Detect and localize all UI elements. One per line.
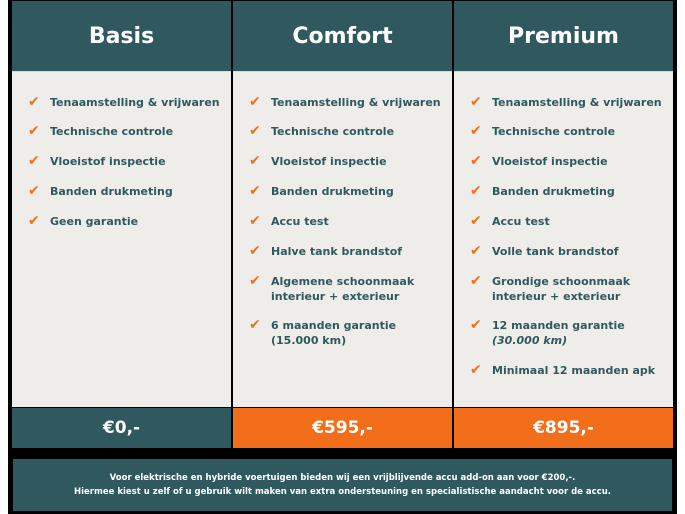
- feature-item: ✔ Geen garantie: [28, 214, 138, 229]
- check-icon: ✔: [470, 243, 482, 259]
- feature-text: Vloeistof inspectie: [50, 155, 166, 168]
- plan-premium: Premium ✔ Tenaamstelling & vrijwaren ✔ Techn…: [454, 1, 673, 448]
- feature-item: ✔ Technische controle: [249, 124, 394, 139]
- feature-text: Technische controle: [271, 125, 395, 138]
- feature-text: Tenaamstelling & vrijwaren: [492, 96, 662, 109]
- check-icon: ✔: [470, 183, 482, 199]
- check-icon: ✔: [470, 317, 482, 333]
- plan-title: Premium: [454, 1, 673, 71]
- feature-subtext: (30.000 km): [492, 334, 568, 347]
- check-icon: ✔: [249, 153, 261, 169]
- feature-item: ✔ Accu test: [249, 214, 329, 229]
- feature-item: ✔ Vloeistof inspectie: [249, 154, 387, 169]
- check-icon: ✔: [249, 183, 261, 199]
- footer-line-1: Voor elektrische en hybride voertuigen b…: [109, 473, 576, 483]
- feature-text: Banden drukmeting: [492, 185, 615, 198]
- feature-text: Vloeistof inspectie: [271, 155, 387, 168]
- feature-item: ✔ Grondige schoonmaak interieur + exterieu…: [470, 274, 630, 304]
- feature-subtext: interieur + exterieur: [492, 290, 621, 303]
- feature-text: Vloeistof inspectie: [492, 155, 608, 168]
- feature-item: ✔ Banden drukmeting: [28, 184, 173, 199]
- check-icon: ✔: [28, 123, 40, 139]
- check-icon: ✔: [28, 153, 40, 169]
- feature-list: ✔ Tenaamstelling & vrijwaren ✔ Technische c…: [454, 71, 673, 407]
- plan-basis: Basis ✔ Tenaamstelling & vrijwaren ✔ Technis…: [12, 1, 231, 448]
- feature-item: ✔ Vloeistof inspectie: [470, 154, 608, 169]
- feature-item: ✔ Accu test: [470, 214, 550, 229]
- feature-text: 6 maanden garantie: [271, 319, 397, 332]
- feature-text: Grondige schoonmaak: [492, 275, 631, 288]
- check-icon: ✔: [249, 213, 261, 229]
- feature-list: ✔ Tenaamstelling & vrijwaren ✔ Technische c…: [12, 71, 231, 407]
- check-icon: ✔: [470, 123, 482, 139]
- check-icon: ✔: [249, 94, 261, 110]
- feature-text: Algemene schoonmaak: [271, 275, 415, 288]
- feature-text: Minimaal 12 maanden apk: [492, 364, 656, 377]
- plan-price: €595,-: [233, 408, 452, 448]
- check-icon: ✔: [249, 317, 261, 333]
- check-icon: ✔: [249, 243, 261, 259]
- feature-item: ✔ Banden drukmeting: [249, 184, 394, 199]
- feature-text: Banden drukmeting: [50, 185, 173, 198]
- feature-text: Technische controle: [492, 125, 616, 138]
- feature-item: ✔ Vloeistof inspectie: [28, 154, 166, 169]
- check-icon: ✔: [470, 213, 482, 229]
- check-icon: ✔: [470, 94, 482, 110]
- feature-text: Tenaamstelling & vrijwaren: [271, 96, 441, 109]
- feature-item: ✔ Tenaamstelling & vrijwaren: [28, 95, 220, 110]
- feature-item: ✔ Tenaamstelling & vrijwaren: [470, 95, 662, 110]
- feature-text: Accu test: [271, 215, 329, 228]
- check-icon: ✔: [470, 273, 482, 289]
- feature-text: Accu test: [492, 215, 550, 228]
- feature-item: ✔ Banden drukmeting: [470, 184, 615, 199]
- feature-text: Geen garantie: [50, 215, 139, 228]
- feature-item: ✔ Technische controle: [470, 124, 615, 139]
- plan-price: €0,-: [12, 408, 231, 448]
- footer-note: Voor elektrische en hybride voertuigen b…: [13, 459, 672, 511]
- footer-line-2: Hiermee kiest u zelf of u gebruik wilt m…: [74, 487, 611, 497]
- feature-text: Volle tank brandstof: [492, 245, 619, 258]
- feature-item: ✔ Technische controle: [28, 124, 173, 139]
- feature-subtext: interieur + exterieur: [271, 290, 400, 303]
- plan-title: Basis: [12, 1, 231, 71]
- feature-item: ✔ Halve tank brandstof: [249, 244, 402, 259]
- feature-subtext: (15.000 km): [271, 334, 347, 347]
- plan-title: Comfort: [233, 1, 452, 71]
- feature-item: ✔ 6 maanden garantie (15.000 km): [249, 318, 396, 348]
- feature-text: 12 maanden garantie: [492, 319, 625, 332]
- feature-text: Technische controle: [50, 125, 174, 138]
- feature-item: ✔ Algemene schoonmaak interieur + exterieu…: [249, 274, 414, 304]
- check-icon: ✔: [249, 123, 261, 139]
- feature-text: Halve tank brandstof: [271, 245, 403, 258]
- check-icon: ✔: [28, 213, 40, 229]
- check-icon: ✔: [28, 183, 40, 199]
- feature-text: Banden drukmeting: [271, 185, 394, 198]
- feature-text: Tenaamstelling & vrijwaren: [50, 96, 220, 109]
- feature-item: ✔ Tenaamstelling & vrijwaren: [249, 95, 441, 110]
- check-icon: ✔: [249, 273, 261, 289]
- check-icon: ✔: [470, 153, 482, 169]
- check-icon: ✔: [470, 362, 482, 378]
- plan-comfort: Comfort ✔ Tenaamstelling & vrijwaren ✔ Techn…: [233, 1, 452, 448]
- feature-list: ✔ Tenaamstelling & vrijwaren ✔ Technische c…: [233, 71, 452, 407]
- plan-price: €895,-: [454, 408, 673, 448]
- check-icon: ✔: [28, 94, 40, 110]
- feature-item: ✔ Minimaal 12 maanden apk: [470, 363, 655, 378]
- feature-item: ✔ 12 maanden garantie (30.000 km): [470, 318, 625, 348]
- feature-item: ✔ Volle tank brandstof: [470, 244, 619, 259]
